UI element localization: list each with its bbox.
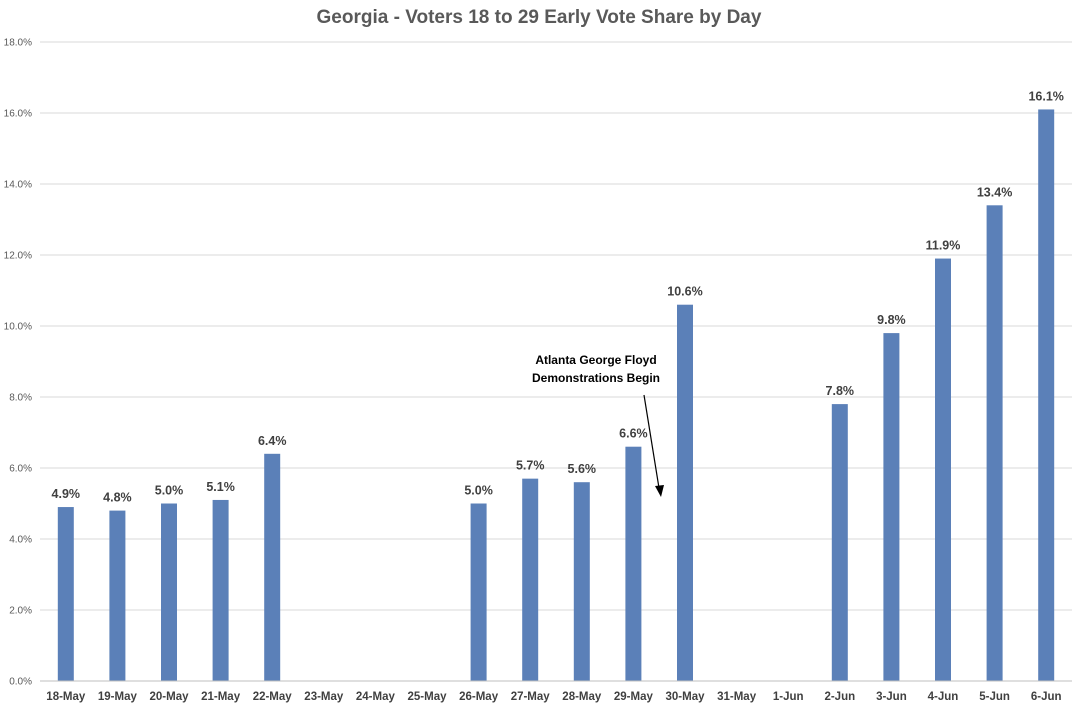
x-tick-label: 19-May (98, 691, 138, 703)
annotation-arrow (643, 394, 660, 489)
data-label: 5.0% (155, 484, 184, 498)
bar (470, 503, 487, 681)
bar (831, 404, 848, 681)
bar (109, 510, 126, 681)
gridlines (40, 41, 1072, 611)
data-label: 5.6% (568, 462, 597, 476)
y-tick-label: 16.0% (4, 109, 32, 120)
x-tick-label: 23-May (304, 691, 344, 703)
bar (573, 482, 590, 681)
data-label: 5.0% (464, 484, 493, 498)
x-tick-label: 2-Jun (824, 691, 855, 703)
x-tick-label: 24-May (356, 691, 396, 703)
x-tick-label: 20-May (150, 691, 190, 703)
data-label: 7.8% (826, 384, 855, 398)
bar (883, 333, 900, 681)
bar (625, 446, 642, 681)
annotation-line-1: Atlanta George Floyd (535, 353, 656, 367)
bars (57, 109, 1055, 682)
x-tick-label: 3-Jun (876, 691, 907, 703)
data-label: 16.1% (1028, 89, 1063, 103)
x-tick-label: 18-May (46, 691, 86, 703)
data-label: 10.6% (667, 285, 702, 299)
y-tick-label: 10.0% (4, 322, 32, 333)
bar (57, 507, 74, 681)
x-tick-label: 28-May (562, 691, 602, 703)
data-label: 5.7% (516, 459, 545, 473)
data-labels: 4.9% 4.8% 5.0% 5.1% 6.4% 5.0% 5.7% 5.6% 6.6% 10.6… (52, 89, 1064, 504)
x-axis-tick-labels: 18-May 19-May 20-May 21-May 22-May 23-May 24-M… (46, 691, 1061, 703)
bar (986, 205, 1003, 682)
annotation-line-2: Demonstrations Begin (532, 371, 660, 385)
data-label: 6.4% (258, 434, 287, 448)
x-tick-label: 26-May (459, 691, 499, 703)
bar (677, 304, 693, 681)
annotation-arrowhead (655, 485, 664, 497)
x-tick-label: 1-Jun (773, 691, 804, 703)
y-tick-label: 6.0% (9, 464, 32, 475)
x-tick-label: 25-May (408, 691, 448, 703)
x-tick-label: 4-Jun (928, 691, 959, 703)
x-tick-label: 31-May (717, 691, 757, 703)
x-tick-label: 29-May (614, 691, 654, 703)
x-tick-label: 27-May (511, 691, 551, 703)
y-tick-label: 12.0% (4, 251, 32, 262)
data-label: 11.9% (926, 239, 961, 253)
y-tick-label: 0.0% (9, 677, 32, 688)
x-tick-label: 5-Jun (979, 691, 1010, 703)
y-axis-tick-labels: 0.0% 2.0% 4.0% 6.0% 8.0% 10.0% 12.0% 14.0% 16.0%… (4, 38, 32, 688)
annotation: Atlanta George Floyd Demonstrations Begi… (532, 353, 664, 497)
data-label: 6.6% (619, 427, 648, 441)
y-tick-label: 8.0% (9, 393, 32, 404)
x-tick-label: 21-May (201, 691, 241, 703)
y-tick-label: 14.0% (4, 180, 32, 191)
x-tick-label: 30-May (666, 691, 706, 703)
data-label: 9.8% (877, 313, 906, 327)
bar (264, 453, 281, 681)
data-label: 4.9% (52, 487, 81, 501)
bar (522, 478, 539, 681)
y-tick-label: 4.0% (9, 535, 32, 546)
x-tick-label: 22-May (253, 691, 293, 703)
x-tick-label: 6-Jun (1031, 691, 1062, 703)
bar (212, 499, 229, 681)
data-label: 13.4% (977, 185, 1012, 199)
chart-title: Georgia - Voters 18 to 29 Early Vote Sha… (317, 7, 762, 28)
data-label: 4.8% (103, 491, 132, 505)
bar (1038, 109, 1055, 681)
y-tick-label: 2.0% (9, 606, 32, 617)
bar (935, 258, 951, 681)
data-label: 5.1% (206, 480, 235, 494)
bar (161, 503, 177, 681)
y-tick-label: 18.0% (4, 38, 32, 49)
